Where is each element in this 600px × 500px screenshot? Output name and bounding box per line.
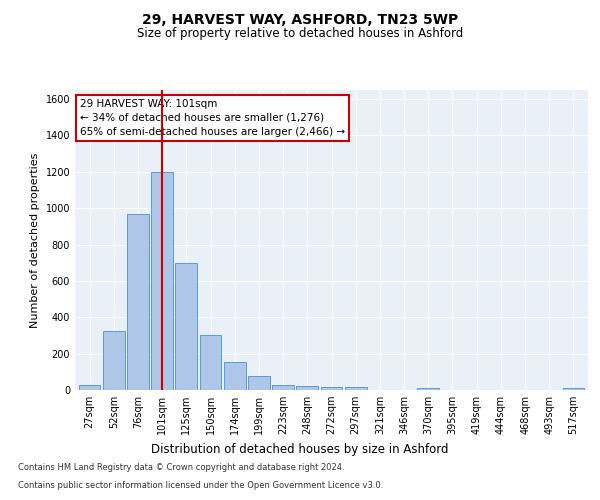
Bar	[320, 388, 343, 390]
Bar	[175, 262, 197, 390]
Bar	[563, 388, 584, 390]
Bar	[418, 388, 439, 390]
Y-axis label: Number of detached properties: Number of detached properties	[30, 152, 40, 328]
Bar	[79, 384, 100, 390]
Text: Contains HM Land Registry data © Crown copyright and database right 2024.: Contains HM Land Registry data © Crown c…	[18, 464, 344, 472]
Bar	[151, 172, 173, 390]
Text: Contains public sector information licensed under the Open Government Licence v3: Contains public sector information licen…	[18, 481, 383, 490]
Text: 29 HARVEST WAY: 101sqm
← 34% of detached houses are smaller (1,276)
65% of semi-: 29 HARVEST WAY: 101sqm ← 34% of detached…	[80, 99, 345, 137]
Bar	[200, 334, 221, 390]
Bar	[296, 386, 318, 390]
Text: 29, HARVEST WAY, ASHFORD, TN23 5WP: 29, HARVEST WAY, ASHFORD, TN23 5WP	[142, 12, 458, 26]
Bar	[248, 376, 270, 390]
Text: Size of property relative to detached houses in Ashford: Size of property relative to detached ho…	[137, 28, 463, 40]
Bar	[127, 214, 149, 390]
Bar	[345, 388, 367, 390]
Bar	[272, 384, 294, 390]
Bar	[224, 362, 245, 390]
Text: Distribution of detached houses by size in Ashford: Distribution of detached houses by size …	[151, 442, 449, 456]
Bar	[103, 331, 125, 390]
